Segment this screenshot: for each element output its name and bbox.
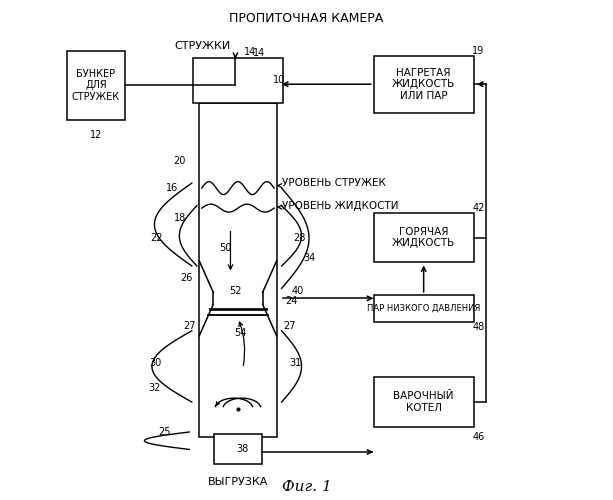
Text: 52: 52 [229, 286, 242, 296]
Text: 31: 31 [289, 358, 302, 368]
Text: 26: 26 [181, 274, 193, 283]
Text: УРОВЕНЬ ЖИДКОСТИ: УРОВЕНЬ ЖИДКОСТИ [281, 200, 398, 210]
Text: 18: 18 [174, 213, 186, 223]
Text: 40: 40 [291, 286, 303, 296]
Text: 48: 48 [473, 322, 485, 332]
Text: 38: 38 [237, 444, 249, 454]
Bar [215, 434, 262, 464]
Text: ВАРОЧНЫЙ
КОТЕЛ: ВАРОЧНЫЙ КОТЕЛ [394, 392, 454, 413]
Bar [374, 295, 473, 322]
Bar [67, 50, 124, 120]
Text: 14: 14 [245, 47, 256, 57]
Text: 20: 20 [173, 156, 186, 166]
Bar [374, 377, 473, 427]
Text: 24: 24 [286, 296, 298, 306]
Bar [193, 58, 283, 103]
Text: УРОВЕНЬ СТРУЖЕК: УРОВЕНЬ СТРУЖЕК [281, 178, 386, 188]
Text: ПРОПИТОЧНАЯ КАМЕРА: ПРОПИТОЧНАЯ КАМЕРА [229, 12, 384, 24]
Text: 32: 32 [148, 382, 161, 392]
Text: 50: 50 [219, 244, 232, 254]
Text: 54: 54 [234, 328, 246, 338]
Text: ГОРЯЧАЯ
ЖИДКОСТЬ: ГОРЯЧАЯ ЖИДКОСТЬ [392, 226, 455, 248]
Text: 34: 34 [303, 253, 315, 263]
Text: 42: 42 [473, 202, 485, 212]
Bar [374, 212, 473, 262]
Text: 25: 25 [158, 427, 170, 437]
Text: 19: 19 [473, 46, 485, 56]
Text: БУНКЕР
ДЛЯ
СТРУЖЕК: БУНКЕР ДЛЯ СТРУЖЕК [72, 69, 120, 102]
Text: Фиг. 1: Фиг. 1 [281, 480, 332, 494]
Text: 12: 12 [89, 130, 102, 140]
Bar [199, 103, 276, 437]
Text: 30: 30 [150, 358, 162, 368]
Bar [374, 56, 473, 113]
Text: НАГРЕТАЯ
ЖИДКОСТЬ
ИЛИ ПАР: НАГРЕТАЯ ЖИДКОСТЬ ИЛИ ПАР [392, 68, 455, 101]
Text: 27: 27 [283, 321, 295, 331]
Text: 22: 22 [151, 233, 163, 243]
Text: 46: 46 [473, 432, 485, 442]
Text: ВЫГРУЗКА: ВЫГРУЗКА [208, 477, 268, 487]
Text: 27: 27 [183, 321, 196, 331]
Text: 28: 28 [293, 234, 305, 243]
Text: 16: 16 [166, 183, 178, 193]
Text: ПАР НИЗКОГО ДАВЛЕНИЯ: ПАР НИЗКОГО ДАВЛЕНИЯ [367, 304, 481, 313]
Text: 14: 14 [253, 48, 265, 58]
Text: 10: 10 [273, 76, 285, 86]
Text: СТРУЖКИ: СТРУЖКИ [174, 40, 230, 50]
